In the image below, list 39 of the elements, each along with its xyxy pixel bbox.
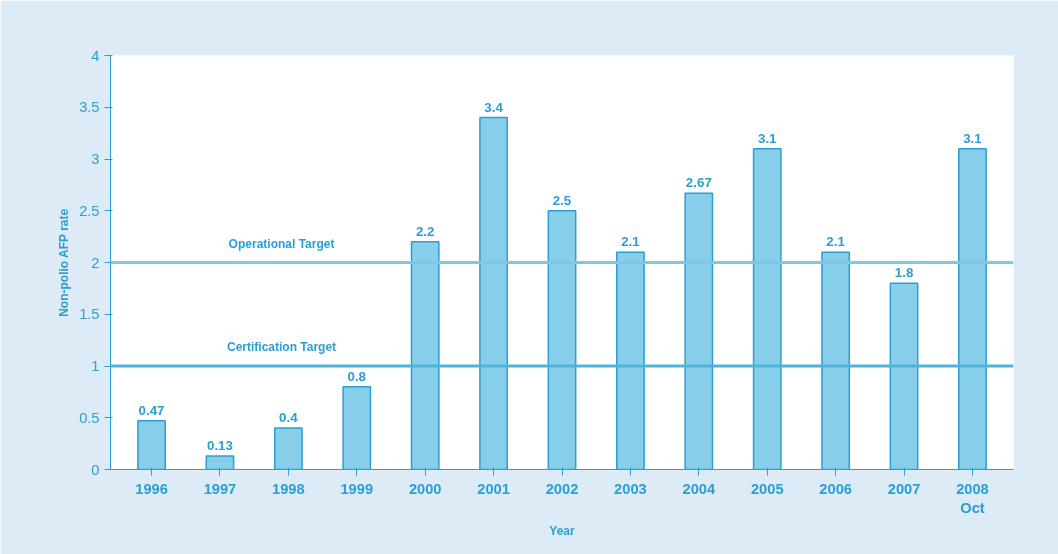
y-axis-title: Non-polio AFP rate xyxy=(57,208,72,317)
data-label: 1.8 xyxy=(894,265,914,281)
y-tick-label: 0.5 xyxy=(79,409,100,426)
y-tick-label: 1 xyxy=(91,358,100,374)
data-label: 2.67 xyxy=(685,175,712,191)
x-tick-label: 2008 Oct xyxy=(956,480,989,516)
data-label: 3.1 xyxy=(963,130,983,146)
x-tick-label: 2004 xyxy=(682,480,716,497)
y-tick-label: 3 xyxy=(91,151,100,167)
data-label: 0.47 xyxy=(138,402,165,418)
y-tick-label: 0 xyxy=(91,461,100,478)
ref-line-label: Operational Target xyxy=(228,236,335,251)
x-tick-label: 2003 xyxy=(614,480,647,497)
data-label: 0.8 xyxy=(347,368,367,384)
x-tick-label: 2006 xyxy=(819,480,852,497)
data-label: 2.1 xyxy=(826,234,846,250)
x-tick-label: 1997 xyxy=(203,480,237,497)
y-tick-label: 2 xyxy=(91,254,100,271)
x-tick-label: 2001 xyxy=(477,480,510,497)
x-tick-label: 2005 xyxy=(750,480,784,497)
y-tick-label: 4 xyxy=(91,47,100,64)
x-tick-label: 2002 xyxy=(545,480,579,497)
x-tick-label: 1998 xyxy=(272,480,305,497)
y-tick-label: 2.5 xyxy=(79,202,100,219)
x-tick-label: 2000 xyxy=(408,480,442,497)
ref-line-label: Certification Target xyxy=(226,340,337,354)
x-tick-label: 1996 xyxy=(135,480,168,497)
x-tick-label: 2007 xyxy=(887,480,921,497)
data-label: 2.2 xyxy=(415,223,435,239)
data-label: 0.4 xyxy=(279,410,299,426)
data-label: 2.1 xyxy=(621,234,641,250)
data-label: 2.5 xyxy=(552,192,572,208)
y-tick-label: 1.5 xyxy=(79,306,100,323)
data-label: 3.1 xyxy=(757,130,778,146)
x-axis-title: Year xyxy=(549,523,576,538)
data-label: 0.13 xyxy=(206,438,233,454)
data-label: 3.4 xyxy=(484,99,504,115)
y-tick-label: 3.5 xyxy=(79,99,100,116)
x-tick-label: 1999 xyxy=(340,480,374,497)
